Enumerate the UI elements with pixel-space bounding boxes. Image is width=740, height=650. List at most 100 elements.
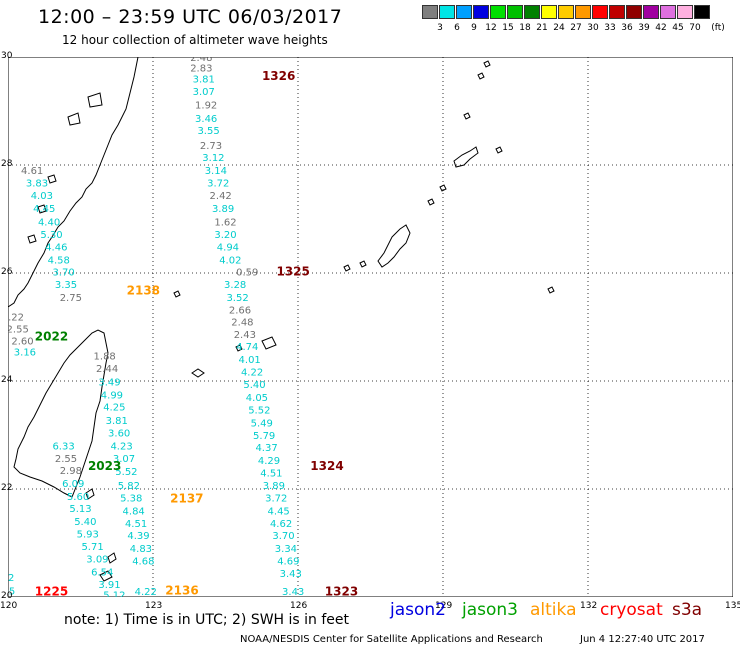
pass-number: 1225 xyxy=(35,584,68,597)
wave-height-value: 2.75 xyxy=(60,293,82,304)
wave-height-value: 6.33 xyxy=(52,442,74,453)
altimeter-map: 2.482.833.813.071.923.463.552.733.123.14… xyxy=(8,57,733,597)
scale-label: 12 xyxy=(485,23,497,33)
wave-height-value: 5.52 xyxy=(115,467,137,478)
wave-height-readings: 2.482.833.813.071.923.463.552.733.123.14… xyxy=(8,57,304,597)
wave-height-value: 5.38 xyxy=(120,493,142,504)
scale-swatch xyxy=(490,5,506,19)
credit-line: NOAA/NESDIS Center for Satellite Applica… xyxy=(240,634,543,645)
pass-number: 2022 xyxy=(35,330,68,344)
wave-height-value: 4.22 xyxy=(135,587,157,597)
wave-height-value: 3.70 xyxy=(52,268,74,279)
coastline xyxy=(8,57,555,582)
china-coastline xyxy=(8,57,139,308)
wave-height-value: 5.71 xyxy=(81,542,103,553)
scale-label: 45 xyxy=(672,23,684,33)
wave-height-value: 5.79 xyxy=(253,431,275,442)
pass-number: 1325 xyxy=(276,265,309,279)
satellite-pass-labels: 1326 1325 2138 2022 2023 2137 1324 2136 1225 1323 xyxy=(35,69,358,597)
pass-number: 1326 xyxy=(262,69,295,83)
scale-label: 6 xyxy=(454,23,460,33)
wave-height-value: 2.66 xyxy=(229,306,251,317)
scale-label: 30 xyxy=(587,23,599,33)
wave-height-value: 0.59 xyxy=(236,268,258,279)
scale-swatch xyxy=(524,5,540,19)
scale-swatch xyxy=(643,5,659,19)
scale-label: 36 xyxy=(621,23,633,33)
wave-height-value: 4.83 xyxy=(130,544,152,555)
scale-label: 3 xyxy=(437,23,443,33)
wave-height-value: 4.69 xyxy=(277,557,299,568)
wave-height-value: 3.43 xyxy=(282,587,304,597)
satellite-legend-item: cryosat xyxy=(600,600,663,620)
scale-label: 9 xyxy=(471,23,477,33)
wave-height-value: 6.09 xyxy=(62,479,84,490)
scale-swatch xyxy=(456,5,472,19)
scale-label: 33 xyxy=(604,23,616,33)
latitude-label: 28 xyxy=(1,159,13,169)
wave-height-value: 1.62 xyxy=(214,217,236,228)
wave-height-value: 4.62 xyxy=(270,519,292,530)
wave-height-value: 3.52 xyxy=(226,293,248,304)
wave-height-value: 1.88 xyxy=(94,351,116,362)
satellite-legend-item: altika xyxy=(530,600,577,620)
wave-height-value: 5.30 xyxy=(40,230,62,241)
wave-height-value: 3.49 xyxy=(98,377,120,388)
wave-height-value: 5.40 xyxy=(74,517,96,528)
latitude-label: 30 xyxy=(1,51,13,61)
scale-swatch xyxy=(473,5,489,19)
wave-height-value: 4.45 xyxy=(268,506,290,517)
wave-height-value: 3.60 xyxy=(108,429,130,440)
scale-swatch xyxy=(660,5,676,19)
scale-label: 70 xyxy=(689,23,701,33)
wave-height-value: 4.22 xyxy=(241,368,263,379)
wave-height-value: 3.83 xyxy=(26,179,48,190)
wave-height-value: 4.51 xyxy=(260,469,282,480)
scale-swatch xyxy=(575,5,591,19)
wave-height-value: 1.92 xyxy=(195,100,217,111)
map-subtitle: 12 hour collection of altimeter wave hei… xyxy=(62,33,328,47)
wave-height-value: 3.89 xyxy=(263,481,285,492)
satellite-legend-item: jason2 xyxy=(390,600,446,620)
wave-height-value: 3.43 xyxy=(280,569,302,580)
wave-height-value: 2.22 xyxy=(8,313,24,324)
wave-height-value: 4.58 xyxy=(48,255,70,266)
wave-height-value: 3.09 xyxy=(86,554,108,565)
longitude-label: 123 xyxy=(145,601,163,611)
wave-height-value: 3.91 xyxy=(98,580,120,591)
china-coast-islands xyxy=(27,92,103,244)
latitude-label: 22 xyxy=(1,483,13,493)
scale-swatch xyxy=(677,5,693,19)
scale-swatch xyxy=(558,5,574,19)
wave-height-value: 3.28 xyxy=(224,280,246,291)
longitude-label: 129 xyxy=(435,601,453,611)
wave-height-value: 2.83 xyxy=(190,64,212,75)
wave-height-value: 4.94 xyxy=(217,242,239,253)
wave-height-value: 2.48 xyxy=(190,57,212,64)
wave-height-value: 4.29 xyxy=(258,456,280,467)
wave-height-value: 4.74 xyxy=(236,342,258,353)
wave-height-value: 4.61 xyxy=(21,166,43,177)
pass-number: 2136 xyxy=(165,583,198,597)
longitude-label: 120 xyxy=(0,601,18,611)
map-grid xyxy=(8,57,733,597)
scale-label: 15 xyxy=(502,23,514,33)
wave-height-value: 4.84 xyxy=(123,506,145,517)
wave-height-value: 3.72 xyxy=(265,493,287,504)
scale-label: 42 xyxy=(655,23,667,33)
scale-label: 18 xyxy=(519,23,531,33)
amami-island xyxy=(453,146,479,168)
wave-height-value: 3.70 xyxy=(272,531,294,542)
longitude-label: 126 xyxy=(290,601,308,611)
map-frame xyxy=(8,57,733,597)
ryukyu-small-islands xyxy=(85,60,555,582)
wave-height-value: 5.60 xyxy=(67,492,89,503)
longitude-label: 135 xyxy=(725,601,740,611)
scale-label: 27 xyxy=(570,23,582,33)
wave-height-value: 3.89 xyxy=(212,204,234,215)
wave-height-value: 2.44 xyxy=(96,364,118,375)
wave-height-value: 5.95 xyxy=(8,586,15,597)
wave-height-value: 3.07 xyxy=(113,454,135,465)
wave-height-value: 4.51 xyxy=(125,519,147,530)
scale-label: 24 xyxy=(553,23,565,33)
